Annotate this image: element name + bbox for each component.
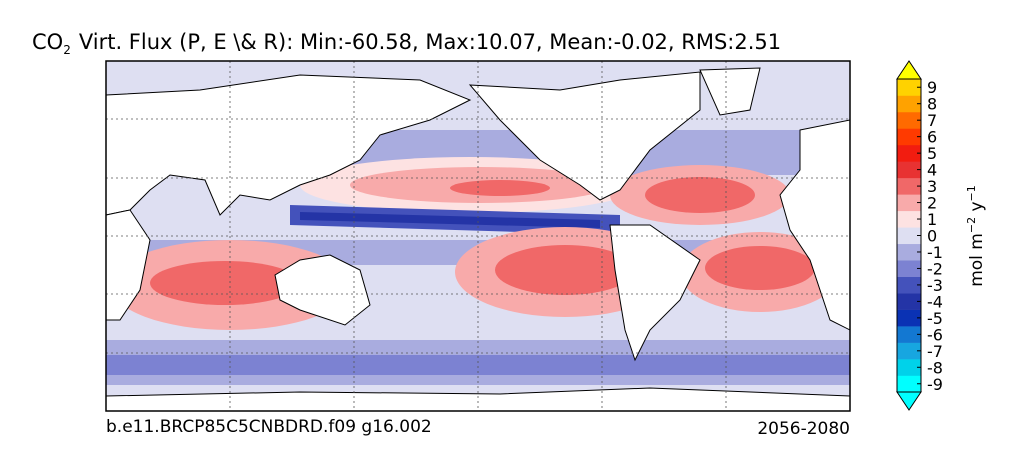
- colorbar-bin: [897, 144, 921, 162]
- colorbar-bin: [897, 111, 921, 129]
- colorbar-bin: [897, 375, 921, 393]
- flux-region: [300, 212, 600, 228]
- colorbar-frame: [896, 78, 922, 393]
- title-text: Virt. Flux (P, E \& R): Min:-60.58, Max:…: [79, 30, 781, 54]
- colorbar-bin: [897, 276, 921, 294]
- colorbar-tick-label: -3: [927, 276, 943, 295]
- map-frame: [105, 60, 851, 412]
- colorbar-tick-label: -5: [927, 309, 943, 328]
- title-subscript: 2: [63, 43, 71, 57]
- colorbar-bin: [897, 243, 921, 261]
- colorbar-tick-label: -4: [927, 292, 943, 311]
- flux-region: [705, 246, 815, 290]
- period-label: 2056-2080: [757, 419, 850, 439]
- colorbar-bin: [897, 293, 921, 310]
- colorbar-tick-label: 9: [927, 78, 937, 97]
- title-prefix: CO: [32, 30, 63, 54]
- colorbar-bin: [897, 128, 921, 146]
- colorbar-tick-label: 5: [927, 144, 937, 163]
- colorbar-bin: [897, 210, 921, 228]
- colorbar-bin: [897, 227, 921, 245]
- flux-band: [106, 355, 850, 375]
- colorbar-tick-label: -6: [927, 325, 943, 344]
- flux-region: [645, 177, 755, 213]
- units-exp: −1: [965, 185, 978, 201]
- map: [105, 60, 851, 412]
- colorbar-extend-over: [896, 60, 922, 80]
- colorbar-tick-label: 8: [927, 95, 937, 114]
- colorbar-tick-label: 4: [927, 161, 937, 180]
- colorbar-tick-label: 6: [927, 128, 937, 147]
- units-mid: y: [967, 201, 987, 216]
- colorbar-bin: [897, 79, 921, 96]
- colorbar-bin: [897, 161, 921, 179]
- colorbar-tick-label: 2: [927, 194, 937, 213]
- units-base: mol m: [967, 233, 987, 287]
- colorbar-tick-label: -9: [927, 375, 943, 394]
- colorbar-bin: [897, 359, 921, 376]
- colorbar-tick-label: -2: [927, 259, 943, 278]
- colorbar-bin: [897, 194, 921, 212]
- colorbar-bin: [897, 95, 921, 113]
- units-exp: −2: [965, 217, 978, 233]
- colorbar-tick-label: 7: [927, 111, 937, 130]
- land: [106, 67, 850, 411]
- colorbar-units: mol m−2 y−1: [965, 185, 987, 287]
- graticule: [106, 61, 850, 411]
- colorbar-bin: [897, 342, 921, 360]
- colorbar-bin: [897, 309, 921, 327]
- colorbar-tick-label: 1: [927, 210, 937, 229]
- colorbar-bin: [897, 260, 921, 277]
- colorbar-tick-label: 3: [927, 177, 937, 196]
- flux-region: [495, 245, 635, 295]
- colorbar-extend-under: [896, 391, 922, 411]
- colorbar-tick-label: 0: [927, 227, 937, 246]
- colorbar-bin: [897, 177, 921, 195]
- title: CO2 Virt. Flux (P, E \& R): Min:-60.58, M…: [32, 30, 781, 57]
- colorbar-tick-label: -7: [927, 342, 943, 361]
- case-label: b.e11.BRCP85C5CNBDRD.f09 g16.002: [106, 417, 432, 437]
- flux-region: [450, 180, 550, 196]
- colorbar-bin: [897, 326, 921, 343]
- colorbar-tick-label: -1: [927, 243, 943, 262]
- colorbar-tick-label: -8: [927, 358, 943, 377]
